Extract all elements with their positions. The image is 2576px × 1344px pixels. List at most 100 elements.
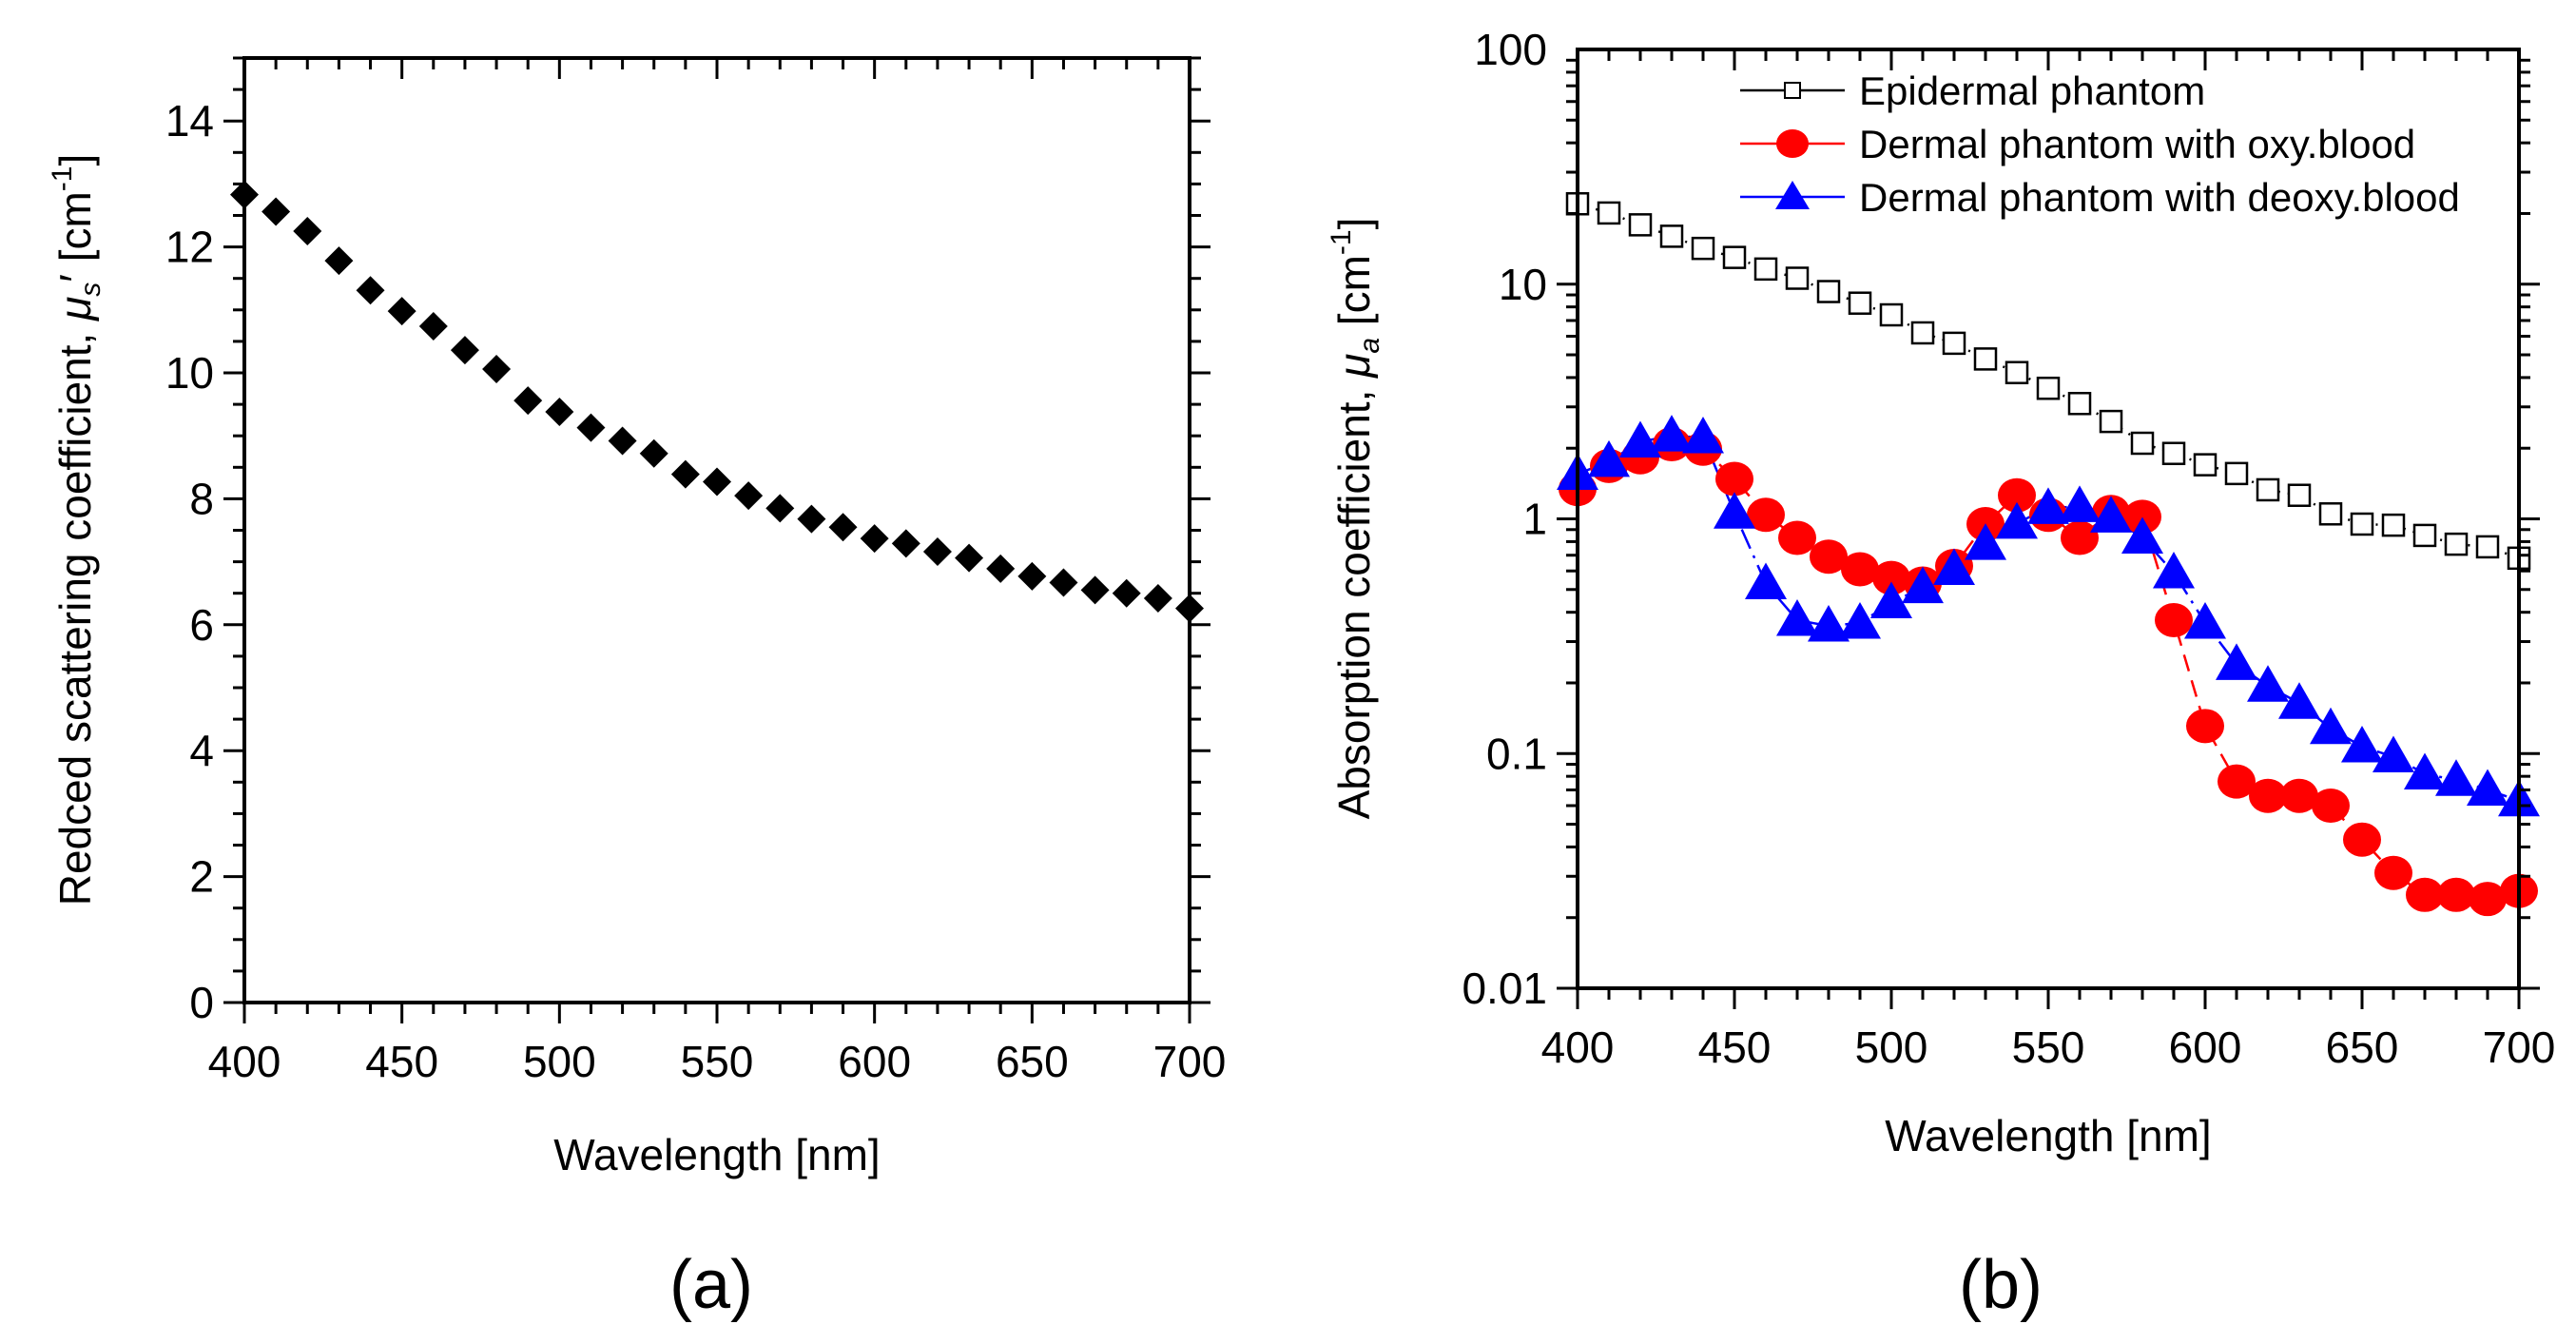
data-point-diamond [387, 297, 416, 326]
data-point-filled-circle [2218, 764, 2256, 799]
y-tick-label: 0 [189, 978, 214, 1027]
data-point-filled-triangle [2310, 707, 2352, 745]
y-axis-title-mu: μ [50, 297, 100, 321]
data-point-diamond [1017, 561, 1047, 591]
y-axis-title: Redced scattering coefficient, μs′ [cm-1… [47, 154, 107, 906]
data-point-open-square [2287, 483, 2312, 507]
y-tick-label: 0.01 [1462, 964, 1547, 1013]
data-point-open-square [2350, 512, 2374, 536]
legend-label: Epidermal phantom [1859, 68, 2205, 113]
x-tick-label: 550 [2012, 1023, 2085, 1072]
data-point-filled-triangle [1776, 599, 1818, 636]
data-point-filled-triangle [2121, 516, 2163, 554]
y-axis-title-superscript: -1 [1326, 229, 1357, 255]
series-scatter-markers [230, 180, 1204, 623]
data-point-filled-triangle [1619, 420, 1661, 458]
data-point-diamond [261, 197, 291, 226]
data-point-filled-circle [1747, 497, 1785, 533]
series-markers [1557, 192, 2540, 917]
y-tick-label: 0.1 [1486, 729, 1547, 778]
data-point-filled-circle [2061, 520, 2099, 555]
x-tick-label: 650 [2326, 1023, 2399, 1072]
data-point-filled-circle [1715, 461, 1753, 497]
data-point-filled-triangle [2216, 643, 2257, 680]
y-tick-labels: 0.01 0.1 1 10 100 [1462, 25, 1547, 1013]
data-point-filled-circle [1778, 520, 1816, 555]
data-point-filled-triangle [1651, 415, 1693, 452]
y-tick-label: 1 [1522, 495, 1547, 544]
data-point-open-square [2130, 431, 2155, 456]
plot-frame [242, 56, 1191, 1004]
data-point-filled-circle [2343, 822, 2381, 857]
data-point-diamond [324, 246, 354, 276]
y-axis-title-subscript: s [75, 282, 107, 297]
data-point-filled-triangle [2278, 682, 2320, 719]
data-point-filled-circle [2406, 877, 2444, 912]
data-point-filled-triangle [2247, 665, 2289, 702]
data-point-filled-triangle [2090, 496, 2132, 533]
data-point-diamond [1080, 575, 1110, 605]
data-point-diamond [922, 537, 952, 567]
x-tick-label: 550 [681, 1037, 754, 1086]
x-tick-label: 650 [996, 1037, 1069, 1086]
y-axis-title-superscript: -1 [47, 166, 78, 191]
data-point-open-square [2475, 535, 2500, 559]
data-point-open-square [2318, 502, 2343, 526]
data-point-open-square [1597, 201, 1621, 225]
data-point-diamond [576, 413, 606, 442]
y-tick-label: 100 [1474, 25, 1547, 74]
data-point-diamond [765, 494, 795, 523]
data-point-filled-triangle [1682, 417, 1724, 454]
y-tick-labels: 0 2 4 6 8 10 12 14 [165, 96, 214, 1027]
data-point-open-square [2067, 392, 2092, 416]
data-point-filled-triangle [2059, 485, 2101, 522]
y-axis-title-unit: ′ [cm [50, 191, 100, 282]
data-point-diamond [608, 426, 637, 456]
data-point-diamond [450, 336, 479, 365]
data-point-diamond [1049, 568, 1078, 597]
y-axis-title-close: ] [1329, 218, 1379, 230]
y-tick-label: 10 [165, 348, 214, 398]
data-point-filled-triangle [1745, 562, 1787, 600]
legend-item: Dermal phantom with deoxy.blood [1740, 175, 2460, 220]
data-point-filled-triangle [2467, 769, 2508, 806]
data-point-open-square [1910, 321, 1935, 345]
data-point-filled-circle [2123, 499, 2161, 535]
axis-ticks [223, 56, 1211, 1023]
y-tick-label: 6 [189, 600, 214, 650]
data-point-filled-circle [2249, 778, 2287, 813]
data-point-filled-circle [2469, 882, 2507, 917]
data-point-open-square [1785, 266, 1810, 290]
data-point-filled-triangle [2184, 601, 2226, 639]
data-point-open-square [2036, 376, 2061, 400]
data-point-filled-triangle [1933, 548, 1975, 585]
x-tick-label: 450 [1698, 1023, 1772, 1072]
data-point-diamond [545, 398, 574, 427]
data-point-diamond [356, 276, 385, 305]
data-point-open-square [2005, 360, 2029, 384]
x-tick-label: 700 [1153, 1037, 1227, 1086]
data-point-filled-triangle [2435, 759, 2477, 796]
data-point-diamond [703, 467, 731, 497]
legend: Epidermal phantom Dermal phantom with oxy… [1740, 68, 2460, 220]
legend-triangle-icon [1775, 181, 1810, 209]
data-point-open-square [1942, 331, 1966, 356]
x-tick-label: 400 [208, 1037, 281, 1086]
y-axis-title-subscript: a [1354, 338, 1385, 354]
chart-panel-a: 400 450 500 550 600 650 700 0 2 4 6 8 10 12 14 Wavele… [47, 56, 1227, 1323]
y-tick-label: 2 [189, 852, 214, 902]
panel-label-b: (b) [1959, 1247, 2043, 1323]
data-point-open-square [1848, 291, 1872, 315]
legend-item: Dermal phantom with oxy.blood [1740, 122, 2415, 166]
data-point-diamond [670, 459, 700, 489]
data-point-filled-triangle [2404, 752, 2446, 790]
data-point-open-square [2193, 453, 2218, 477]
data-point-filled-triangle [1996, 501, 2038, 539]
data-point-filled-circle [2374, 855, 2412, 890]
legend-marker [1784, 82, 1801, 99]
data-point-filled-triangle [2373, 735, 2414, 773]
data-point-filled-circle [2312, 788, 2350, 823]
x-tick-label: 500 [1855, 1023, 1928, 1072]
data-point-filled-triangle [2341, 725, 2383, 763]
